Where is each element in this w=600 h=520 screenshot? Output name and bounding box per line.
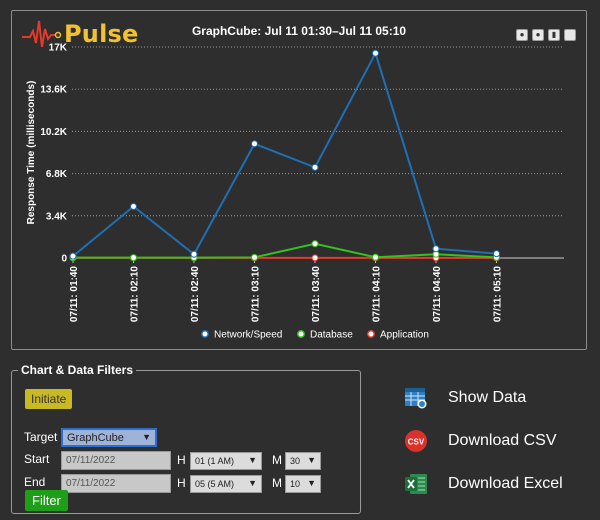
- data-point[interactable]: [372, 253, 379, 261]
- excel-icon: [405, 474, 427, 494]
- print-icon[interactable]: ▮: [548, 29, 560, 41]
- start-hour-value: 01 (1 AM): [195, 456, 235, 466]
- pulse-logo: Pulse: [20, 17, 138, 51]
- data-point[interactable]: [130, 254, 137, 262]
- start-minute-select[interactable]: 30 ▼: [285, 452, 321, 470]
- download-excel-label: Download Excel: [448, 475, 563, 492]
- series-line-network-speed: [72, 50, 497, 257]
- legend-marker: [297, 330, 305, 338]
- x-tick-label: 07/11: 02:10: [130, 266, 141, 323]
- series-line-database: [73, 242, 497, 259]
- legend-marker: [201, 330, 209, 338]
- x-tick-label: 07/11: 01:40: [69, 266, 80, 323]
- filter-button[interactable]: Filter: [25, 490, 68, 511]
- reset-zoom-icon[interactable]: ●: [532, 29, 544, 41]
- start-hour-label: H: [177, 453, 186, 467]
- chevron-down-icon: ▼: [142, 432, 151, 442]
- zoom-icon[interactable]: ●: [516, 29, 528, 41]
- csv-icon-text: CSV: [408, 438, 425, 447]
- show-data-label: Show Data: [448, 389, 527, 406]
- target-value: GraphCube: [67, 431, 124, 444]
- data-point[interactable]: [190, 250, 198, 258]
- end-hour-label: H: [177, 476, 186, 490]
- y-tick-label: 13.6K: [40, 85, 67, 96]
- end-hour-select[interactable]: 05 (5 AM) ▼: [190, 475, 262, 493]
- download-csv-label: Download CSV: [448, 432, 557, 449]
- show-data-action[interactable]: Show Data: [404, 386, 526, 410]
- x-tick-label: 07/11: 03:40: [311, 266, 322, 323]
- chart-data-filters: Chart & Data Filters Initiate Target Gra…: [11, 363, 361, 514]
- chart-title: GraphCube: Jul 11 01:30–Jul 11 05:10: [191, 24, 407, 38]
- y-tick-label: 3.4K: [46, 211, 68, 222]
- response-time-chart: 0 3.4K 6.8K 10.2K 13.6K 17K 07/11: 01:40 07/11:…: [26, 43, 564, 341]
- start-label: Start: [24, 452, 50, 466]
- chevron-down-icon: ▼: [248, 455, 257, 465]
- end-label: End: [24, 475, 46, 489]
- data-point[interactable]: [493, 250, 500, 258]
- data-point[interactable]: [432, 245, 440, 253]
- chevron-down-icon: ▼: [248, 478, 257, 488]
- download-csv-action[interactable]: CSV Download CSV: [404, 429, 557, 453]
- chart-panel: Pulse GraphCube: Jul 11 01:30–Jul 11 05:…: [11, 10, 587, 350]
- y-tick-label: 10.2K: [40, 127, 67, 138]
- end-minute-value: 10: [290, 479, 301, 489]
- end-minute-select[interactable]: 10 ▼: [285, 475, 321, 493]
- chevron-down-icon: ▼: [307, 478, 316, 488]
- filters-legend: Chart & Data Filters: [21, 363, 134, 377]
- data-point[interactable]: [251, 253, 258, 261]
- end-minute-label: M: [272, 476, 282, 490]
- y-tick-label: 17K: [49, 43, 68, 54]
- y-tick-label: 6.8K: [46, 169, 68, 180]
- end-date-input[interactable]: 07/11/2022: [61, 474, 171, 493]
- target-select[interactable]: GraphCube ▼: [61, 428, 157, 447]
- data-point[interactable]: [372, 49, 379, 57]
- data-point[interactable]: [69, 252, 77, 260]
- x-tick-label: 07/11: 02:40: [190, 266, 201, 323]
- data-point[interactable]: [311, 163, 319, 171]
- target-label: Target: [24, 430, 58, 444]
- start-hour-select[interactable]: 01 (1 AM) ▼: [190, 452, 262, 470]
- chart-toolbar: ● ● ▮: [516, 29, 576, 41]
- x-tick-label: 07/11: 04:10: [372, 266, 383, 323]
- chevron-down-icon: ▼: [307, 455, 316, 465]
- download-excel-action[interactable]: Download Excel: [404, 472, 563, 496]
- legend-label[interactable]: Application: [380, 330, 429, 341]
- y-axis-label: Response Time (milliseconds): [26, 81, 37, 225]
- end-hour-value: 05 (5 AM): [195, 479, 235, 489]
- data-point[interactable]: [311, 240, 319, 248]
- start-date-input[interactable]: 07/11/2022: [61, 451, 171, 470]
- initiate-button[interactable]: Initiate: [25, 389, 73, 409]
- data-point[interactable]: [251, 140, 258, 148]
- x-tick-label: 07/11: 03:10: [251, 266, 262, 323]
- legend-label[interactable]: Database: [310, 330, 353, 341]
- x-tick-label: 07/11: 04:40: [432, 266, 443, 323]
- y-tick-label: 0: [61, 254, 67, 265]
- export-icon[interactable]: [564, 29, 576, 41]
- csv-icon: CSV: [405, 430, 427, 452]
- start-minute-value: 30: [290, 456, 301, 466]
- data-point[interactable]: [311, 254, 319, 262]
- legend-marker: [367, 330, 375, 338]
- legend-label[interactable]: Network/Speed: [214, 330, 282, 341]
- data-point[interactable]: [130, 202, 137, 210]
- app-name: Pulse: [64, 20, 139, 48]
- table-icon: [405, 388, 427, 409]
- x-tick-label: 07/11: 05:10: [493, 266, 504, 323]
- pulse-wave-icon: [22, 20, 62, 48]
- start-minute-label: M: [272, 453, 282, 467]
